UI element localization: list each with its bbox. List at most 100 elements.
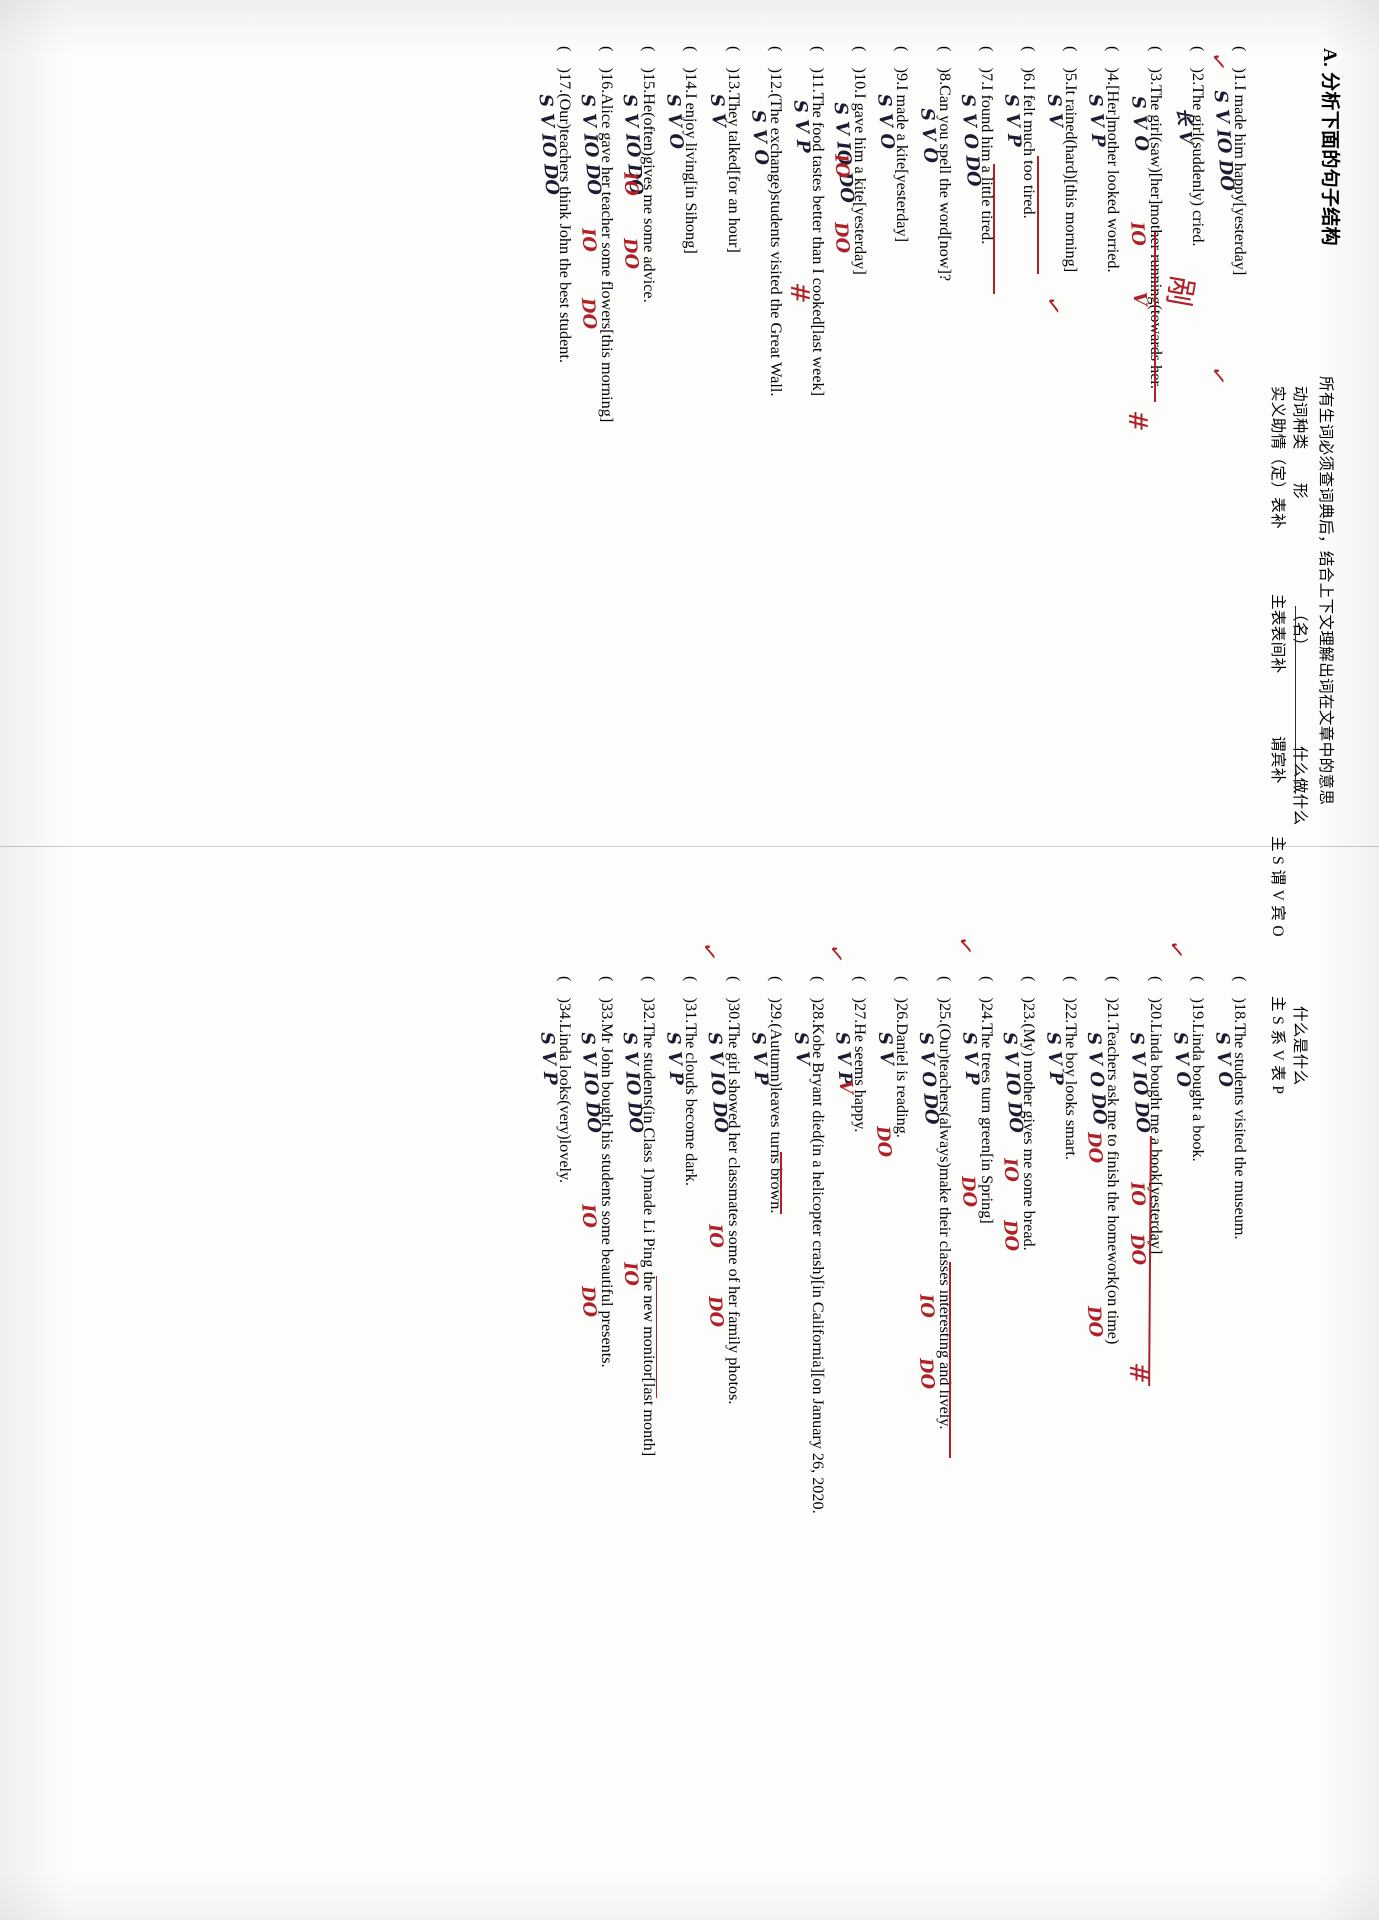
answer-blank[interactable]: ( ) [724,46,743,73]
red-check-mark: ✓ [1203,363,1232,388]
question-item[interactable]: ( )15.He(often)gives me some advice. S V… [618,46,659,303]
question-item[interactable]: ( )31.The clouds become dark. S V P ✓ [662,939,724,1186]
answer-blank[interactable]: ( ) [1104,976,1123,1003]
question-item[interactable]: ( )16.Alice gave her teacher some flower… [576,46,616,423]
question-column-right: ( )18.The students visited the museum. S… [531,934,1249,1880]
answer-blank[interactable]: ( ) [808,976,827,1003]
handwritten-label-red: IO [577,1203,600,1229]
handwritten-label-red: DO [998,1219,1023,1252]
question-item[interactable]: ( )32.The students(in Class 1)made Li Pi… [618,976,659,1457]
answer-blank[interactable]: ( ) [1146,976,1165,1003]
question-text: Linda bought me a book[yesterday] [1146,1023,1165,1255]
question-item[interactable]: ( )6.I felt much too tired. S V P ✓ [1000,46,1068,318]
question-number: 22 [1062,1002,1081,1020]
question-item[interactable]: ( )4.[Her]mother looked worried. S V P [1084,46,1123,273]
question-item[interactable]: ( )18.The students visited the museum. S… [1211,976,1249,1240]
question-text: I made him happy[yesterday] [1231,85,1249,276]
header-col-2: 实义助情（定）表补 [1269,386,1286,530]
answer-blank[interactable]: ( ) [555,976,574,1003]
question-item[interactable]: ( )21.Teachers ask me to finish the home… [1083,976,1153,1880]
answer-blank[interactable]: ( ) [1231,976,1249,1003]
handwritten-label-red: IO [830,153,853,179]
answer-blank[interactable]: ( ) [1231,46,1249,73]
question-item[interactable]: ( )25.(Our)teachers(always)make their cl… [914,934,978,1880]
question-number: 19 [1188,1002,1207,1020]
answer-blank[interactable]: ( ) [893,46,912,73]
answer-blank[interactable]: ( ) [1188,976,1207,1003]
header-col-5: 什么做什么 [1291,746,1308,826]
answer-blank[interactable]: ( ) [766,46,785,73]
question-item[interactable]: ( )8.Can you spell the word[now]? S V O [915,46,954,282]
question-text: It rained(hard)[this morning] [1062,85,1081,273]
answer-blank[interactable]: ( ) [1062,976,1081,1003]
answer-blank[interactable]: ( ) [724,976,743,1003]
question-item[interactable]: ( )10.I gave him a kite[yesterday] S V I… [829,46,870,275]
question-item[interactable]: ( )29.(Autumn)leaves turns brown. S V P [746,976,785,1214]
question-item[interactable]: ( )14.I enjoy living[in Sihong] S V O [662,46,701,254]
question-item[interactable]: ( )13.They talked[for an hour] S V [705,46,743,253]
question-number: 12 [766,72,785,90]
answer-blank[interactable]: ( ) [1104,46,1123,73]
answer-blank[interactable]: ( ) [851,46,870,73]
question-item[interactable]: ( )34.Linda looks(very)lovely. S V P [535,976,574,1184]
answer-blank[interactable]: ( ) [597,976,616,1003]
question-item[interactable]: ( )7.I found him a little tired. S V O D… [957,46,996,950]
answer-blank[interactable]: ( ) [1146,46,1165,73]
answer-blank[interactable]: ( ) [682,976,701,1003]
answer-blank[interactable]: ( ) [1019,976,1038,1003]
paper-crease [0,846,1379,847]
header-col-0: 动词种类 [1291,386,1308,450]
answer-blank[interactable]: ( ) [808,46,827,73]
answer-blank[interactable]: ( ) [555,46,574,73]
question-number: 4 [1104,72,1123,82]
answer-blank[interactable]: ( ) [766,976,785,1003]
question-item[interactable]: ( )3.The girl(saw)[her]mother running(to… [1121,46,1165,432]
question-item[interactable]: ( )24.The trees turn green[in Spring] S … [956,976,996,1224]
question-item[interactable]: ( )2.The girl(suddenly) cried. 长 V 剐 ✓ [1159,46,1232,309]
question-text: (Autumn)leaves turns brown. [766,1023,785,1214]
question-text: (Our)teachers think John the best studen… [555,93,574,363]
question-item[interactable]: ( )27.He seems happy. S V P V [831,976,870,1133]
question-text: The clouds become dark. [682,1023,701,1186]
question-item[interactable]: ( )23.(My) mother gives me some bread. S… [998,976,1038,1252]
answer-blank[interactable]: ( ) [935,46,954,73]
answer-blank[interactable]: ( ) [1062,46,1081,73]
question-item[interactable]: ( )20.Linda bought me a book[yesterday] … [1125,937,1190,1266]
question-text: I enjoy living[in Sihong] [682,93,701,254]
answer-blank[interactable]: ( ) [640,46,659,73]
question-item[interactable]: ( )11.The food tastes better than I cook… [783,46,827,397]
answer-blank[interactable]: ( ) [682,46,701,73]
answer-blank[interactable]: ( ) [597,46,616,73]
question-column-left: ( )1.I made him happy[yesterday] S V IO … [531,46,1249,950]
question-item[interactable]: ( )26.Daniel is reading. S V DO [872,976,912,1158]
answer-blank[interactable]: ( ) [935,976,954,1003]
question-item[interactable]: ( )28.Kobe Bryant died(in a helicopter c… [789,941,850,1514]
question-text: Can you spell the word[now]? [935,85,954,282]
answer-blank[interactable]: ( ) [1188,46,1207,73]
question-text: (Our)teachers(always)make their classes … [935,1023,954,1430]
question-text: They talked[for an hour] [724,93,743,253]
answer-blank[interactable]: ( ) [977,976,996,1003]
answer-blank[interactable]: ( ) [977,46,996,73]
answer-blank[interactable]: ( ) [893,976,912,1003]
question-item[interactable]: ( )33.Mr John bought his students some b… [576,976,616,1368]
question-item[interactable]: ( )19.Linda bought a book. S V O [1168,976,1207,1162]
handwritten-label-red: IO [1125,1181,1149,1207]
question-item[interactable]: ( )1.I made him happy[yesterday] S V IO … [1203,46,1249,388]
answer-blank[interactable]: ( ) [640,976,659,1003]
question-item[interactable]: ( )12.(The exchange)students visited the… [746,46,785,397]
question-item[interactable]: ( )17.(Our)teachers think John the best … [534,46,574,363]
handwritten-label-red: DO [956,1175,980,1208]
answer-blank[interactable]: ( ) [1019,46,1038,73]
question-item[interactable]: ( )9.I made a kite[yesterday] S V O [873,46,912,242]
question-number: 10 [851,72,870,90]
question-item[interactable]: ( )22.The boy looks smart. S V P [1042,976,1081,1160]
question-text: I felt much too tired. [1019,85,1038,219]
question-item[interactable]: ( )30.The girl showed her classmates som… [703,976,743,1405]
section-title: A. 分析下面的句子结构 [1319,48,1340,246]
answer-blank[interactable]: ( ) [851,976,870,1003]
question-item[interactable]: ( )5.It rained(hard)[this morning] S V [1043,46,1081,273]
question-text: I made a kite[yesterday] [893,85,912,242]
question-text: The girl(saw)[her]mother running(towards… [1146,85,1165,389]
